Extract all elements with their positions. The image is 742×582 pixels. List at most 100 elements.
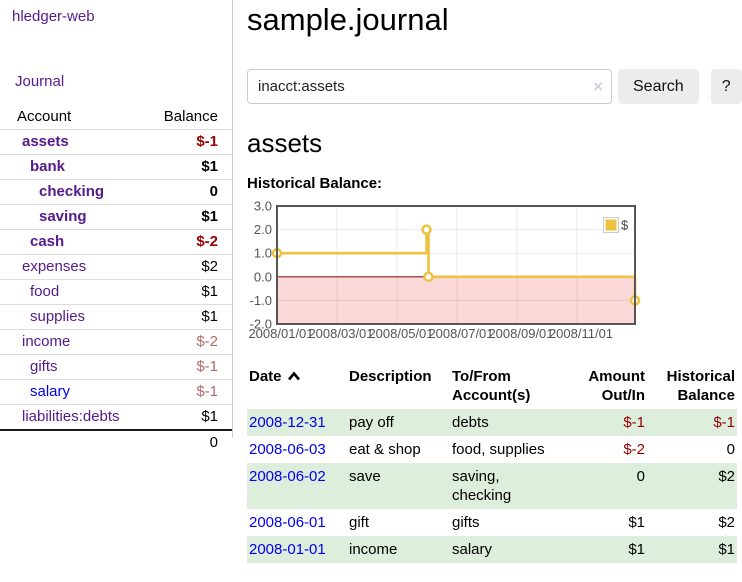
accounts-header-row: Account Balance [0,105,232,130]
account-link-liabilities-debts[interactable]: liabilities:debts [22,408,120,425]
account-link-salary[interactable]: salary [30,383,71,400]
txn-description: pay off [349,414,394,431]
journal-nav-link[interactable]: Journal [15,73,65,90]
balance-column-header: Historical Balance [666,368,735,404]
negative-region [278,276,634,323]
app-title-link[interactable]: hledger-web [12,8,95,25]
account-column-header: Account [0,105,160,130]
account-link-gifts[interactable]: gifts [30,358,58,375]
account-row-gifts: gifts $-1 [0,355,232,380]
search-input[interactable] [247,69,612,104]
account-balance: $1 [201,408,218,425]
x-axis-label: 2008/11/01 [549,326,613,341]
data-point-2008-06-01 [421,224,432,235]
account-balance: $1 [201,208,218,225]
txn-accounts: gifts [452,514,480,531]
account-row-assets: assets $-1 [0,130,232,155]
description-column-header: Description [349,368,432,385]
account-balance: $-1 [196,383,218,400]
plot-border [276,205,636,325]
y-axis-label: 0.0 [254,269,272,284]
register-table: Date Description To/From Account(s) Amou… [247,363,737,563]
register-row: 2008-06-01 gift gifts $1 $2 [247,509,737,536]
txn-balance: $2 [718,514,735,531]
account-row-checking: checking 0 [0,180,232,205]
date-column-header[interactable]: Date [247,363,347,409]
txn-date-link[interactable]: 2008-01-01 [249,541,326,558]
chart-title: Historical Balance: [247,175,383,192]
txn-balance: $2 [718,468,735,485]
txn-accounts: saving, checking [452,468,512,504]
account-row-salary: salary $-1 [0,380,232,405]
register-row: 2008-06-02 save saving, checking 0 $2 [247,463,737,509]
txn-description: income [349,541,398,558]
txn-balance: $1 [718,541,735,558]
account-balance: $1 [201,308,218,325]
y-axis-label: -1.0 [250,293,272,308]
txn-date-link[interactable]: 2008-06-03 [249,441,326,458]
x-axis-label: 2008/01/01 [248,326,313,341]
page-title: sample.journal [247,2,449,37]
balance-column-header: Balance [160,105,232,130]
amount-column-header: Amount Out/In [588,368,645,404]
search-button[interactable]: Search [618,69,699,104]
account-row-cash: cash $-2 [0,230,232,255]
txn-amount: 0 [636,468,645,485]
txn-amount: $1 [628,541,645,558]
account-balance: $-1 [196,133,218,150]
accounts-total-value: 0 [160,429,232,455]
x-axis-label: 2008/05/01 [368,326,433,341]
y-axis-label: 3.0 [254,201,272,214]
account-row-expenses: expenses $2 [0,255,232,280]
account-link-expenses[interactable]: expenses [22,258,87,275]
txn-balance: 0 [726,441,735,458]
x-axis-label: 2008/09/01 [488,326,553,341]
legend-swatch [605,219,617,231]
txn-date-link[interactable]: 2008-06-02 [249,468,326,485]
account-balance: $-1 [196,358,218,375]
search-form: × Search ? [247,69,742,104]
legend-label: $ [621,218,629,233]
main-content: sample.journal × Search ? assets Histori… [247,0,742,563]
historical-balance-chart: $ 3.0 2.0 1.0 0.0 -1.0 -2.0 2008/01/01 2… [248,201,641,341]
x-axis-labels: 2008/01/01 2008/03/01 2008/05/01 2008/07… [248,326,613,341]
date-header-label: Date [249,368,282,385]
register-row: 2008-12-31 pay off debts $-1 $-1 [247,409,737,436]
account-balance: $-2 [196,333,218,350]
account-link-bank[interactable]: bank [30,158,66,175]
accounts-total-row: 0 [0,429,232,455]
txn-amount: $-1 [623,414,645,431]
account-link-income[interactable]: income [22,333,71,350]
caret-up-icon [287,371,300,381]
register-header-row: Date Description To/From Account(s) Amou… [247,363,737,409]
accounts-column-header: To/From Account(s) [452,368,531,404]
txn-description: save [349,468,381,485]
account-link-assets[interactable]: assets [22,133,69,150]
y-axis-label: -2.0 [250,317,272,332]
account-link-food[interactable]: food [30,283,60,300]
txn-accounts: salary [452,541,493,558]
txn-amount: $1 [628,514,645,531]
account-row-income: income $-2 [0,330,232,355]
data-point-2008-06-03 [423,271,434,283]
account-link-checking[interactable]: checking [39,183,105,200]
txn-description: gift [349,514,370,531]
account-row-saving: saving $1 [0,205,232,230]
account-link-cash[interactable]: cash [30,233,65,250]
account-row-bank: bank $1 [0,155,232,180]
account-link-supplies[interactable]: supplies [30,308,86,325]
txn-date-link[interactable]: 2008-06-01 [249,514,326,531]
sidebar: hledger-web Journal Account Balance asse… [0,0,232,455]
help-button[interactable]: ? [710,69,742,104]
txn-date-link[interactable]: 2008-12-31 [249,414,326,431]
register-row: 2008-01-01 income salary $1 $1 [247,536,737,563]
search-input-wrap: × [247,69,612,104]
clear-search-icon[interactable]: × [593,76,603,96]
account-row-liabilities-debts: liabilities:debts $1 [0,405,232,430]
y-axis-label: 1.0 [254,246,272,261]
account-balance: $2 [201,258,218,275]
register-row: 2008-06-03 eat & shop food, supplies $-2… [247,436,737,463]
account-balance: 0 [209,183,218,200]
account-link-saving[interactable]: saving [39,208,87,225]
